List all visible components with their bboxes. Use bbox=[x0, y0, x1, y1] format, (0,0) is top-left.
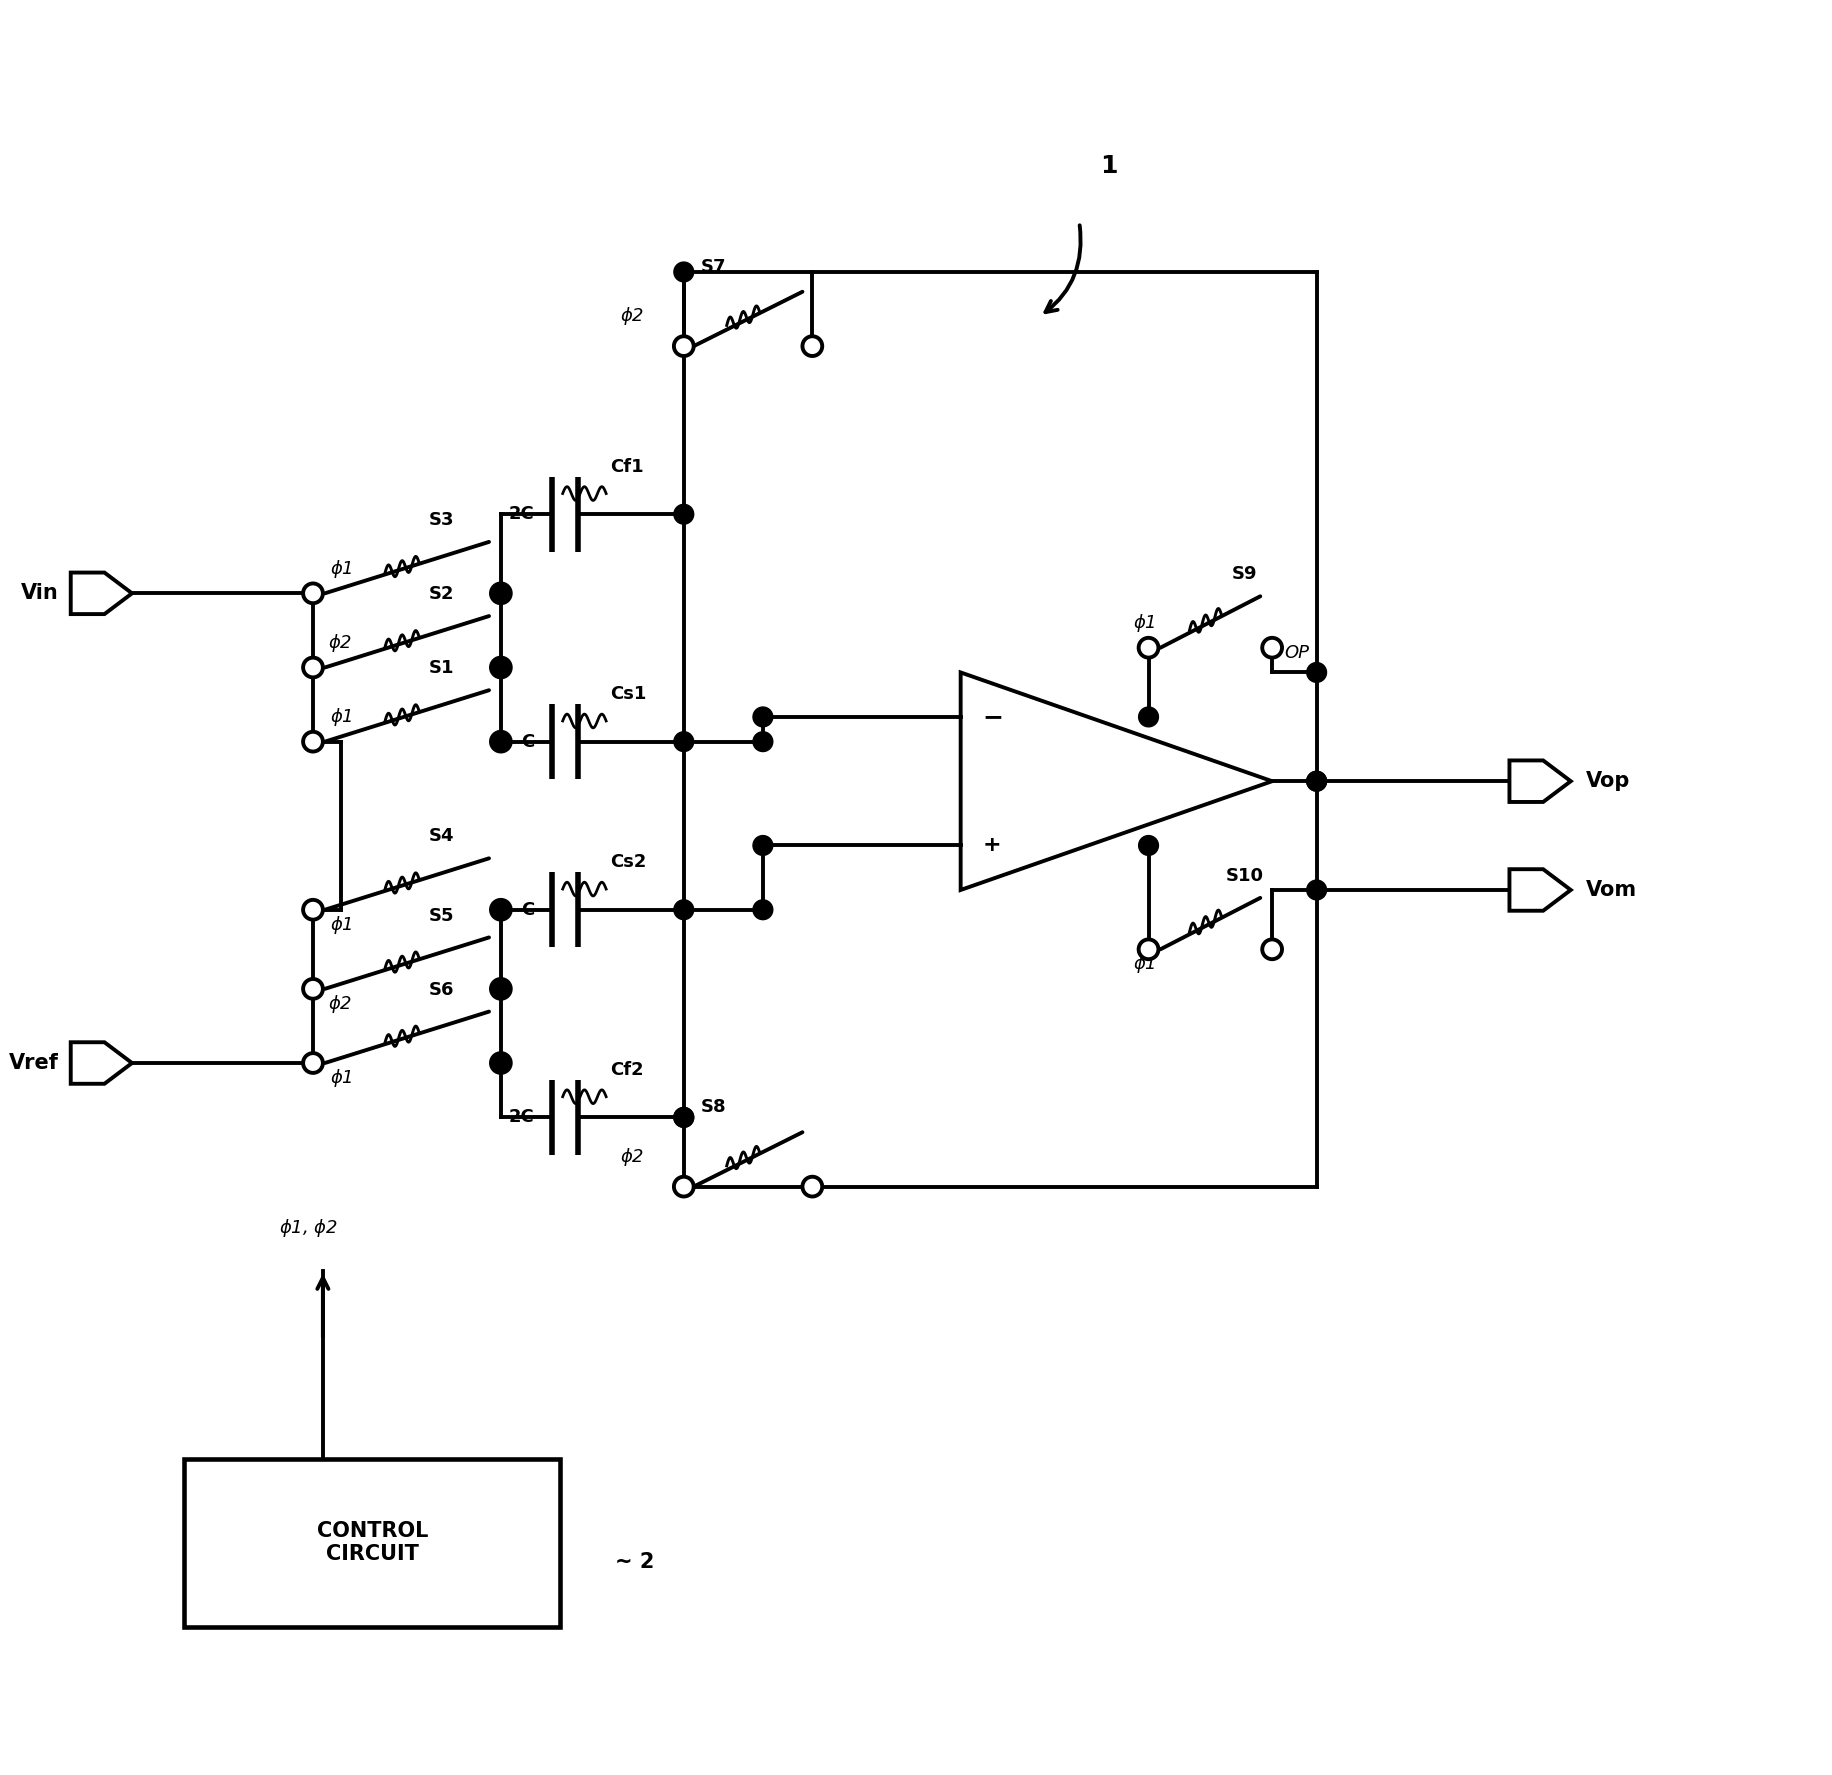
Text: $\phi$2: $\phi$2 bbox=[619, 305, 643, 327]
Text: $\phi$1: $\phi$1 bbox=[330, 706, 352, 728]
Circle shape bbox=[491, 584, 511, 604]
Circle shape bbox=[302, 1053, 322, 1072]
Text: −: − bbox=[982, 705, 1002, 730]
Text: S3: S3 bbox=[429, 511, 454, 529]
Text: C: C bbox=[520, 900, 535, 919]
Text: S10: S10 bbox=[1226, 866, 1264, 886]
Circle shape bbox=[1262, 939, 1281, 958]
Circle shape bbox=[1138, 706, 1158, 726]
Text: S8: S8 bbox=[700, 1099, 725, 1116]
Text: $\phi$1, $\phi$2: $\phi$1, $\phi$2 bbox=[278, 1218, 337, 1239]
Circle shape bbox=[674, 900, 692, 919]
Circle shape bbox=[1138, 637, 1158, 657]
Circle shape bbox=[1262, 637, 1281, 657]
Circle shape bbox=[802, 335, 823, 357]
Text: Cs1: Cs1 bbox=[610, 685, 647, 703]
Circle shape bbox=[491, 1053, 511, 1072]
Circle shape bbox=[491, 584, 511, 604]
Circle shape bbox=[491, 731, 511, 751]
Circle shape bbox=[1306, 772, 1326, 792]
Circle shape bbox=[1306, 772, 1326, 792]
Text: Cf1: Cf1 bbox=[610, 458, 643, 476]
Circle shape bbox=[491, 980, 511, 999]
Circle shape bbox=[491, 1053, 511, 1072]
Text: S2: S2 bbox=[429, 586, 454, 604]
Text: +: + bbox=[982, 836, 1000, 856]
Circle shape bbox=[674, 1108, 692, 1127]
Text: S9: S9 bbox=[1231, 566, 1257, 584]
Circle shape bbox=[674, 1177, 692, 1196]
Circle shape bbox=[302, 584, 322, 604]
Circle shape bbox=[491, 900, 511, 919]
Text: $\phi$1: $\phi$1 bbox=[1132, 953, 1156, 974]
Text: $\phi$1: $\phi$1 bbox=[330, 557, 352, 580]
Circle shape bbox=[674, 1177, 692, 1196]
Text: C: C bbox=[520, 733, 535, 751]
Text: 2C: 2C bbox=[509, 1108, 535, 1127]
Circle shape bbox=[302, 584, 322, 604]
Circle shape bbox=[491, 980, 511, 999]
Text: S5: S5 bbox=[429, 907, 454, 925]
Text: 2C: 2C bbox=[509, 506, 535, 524]
Text: Vref: Vref bbox=[9, 1053, 59, 1074]
Text: $\phi$2: $\phi$2 bbox=[328, 992, 352, 1015]
Circle shape bbox=[302, 731, 322, 751]
Text: ~ 2: ~ 2 bbox=[614, 1551, 654, 1573]
Circle shape bbox=[674, 731, 692, 751]
Circle shape bbox=[674, 263, 692, 282]
Circle shape bbox=[302, 980, 322, 999]
Circle shape bbox=[1306, 880, 1326, 900]
Text: Cf2: Cf2 bbox=[610, 1061, 643, 1079]
Circle shape bbox=[491, 731, 511, 751]
Circle shape bbox=[1138, 939, 1158, 958]
Circle shape bbox=[753, 836, 773, 856]
Text: $\phi$1: $\phi$1 bbox=[1132, 612, 1156, 634]
Circle shape bbox=[302, 900, 322, 919]
Circle shape bbox=[302, 1053, 322, 1072]
Text: $\phi$2: $\phi$2 bbox=[328, 632, 352, 653]
Text: S7: S7 bbox=[700, 257, 725, 275]
Circle shape bbox=[1138, 836, 1158, 856]
Circle shape bbox=[302, 584, 322, 604]
Circle shape bbox=[753, 731, 773, 751]
Circle shape bbox=[302, 1053, 322, 1072]
Circle shape bbox=[491, 657, 511, 678]
Circle shape bbox=[802, 1177, 823, 1196]
Circle shape bbox=[753, 900, 773, 919]
Text: Vom: Vom bbox=[1585, 880, 1636, 900]
Text: $\phi$1: $\phi$1 bbox=[330, 914, 352, 935]
Text: Vop: Vop bbox=[1585, 770, 1629, 792]
Text: S6: S6 bbox=[429, 982, 454, 999]
Circle shape bbox=[491, 900, 511, 919]
Text: CONTROL
CIRCUIT: CONTROL CIRCUIT bbox=[317, 1521, 429, 1564]
Text: $\phi$1: $\phi$1 bbox=[330, 1067, 352, 1088]
Circle shape bbox=[674, 1108, 692, 1127]
Text: S1: S1 bbox=[429, 659, 454, 678]
Circle shape bbox=[302, 900, 322, 919]
Text: $\phi$2: $\phi$2 bbox=[619, 1147, 643, 1168]
Circle shape bbox=[753, 706, 773, 726]
Circle shape bbox=[302, 657, 322, 678]
Text: Vin: Vin bbox=[22, 584, 59, 604]
Circle shape bbox=[1306, 662, 1326, 682]
Circle shape bbox=[491, 657, 511, 678]
Text: S4: S4 bbox=[429, 827, 454, 845]
Text: 1: 1 bbox=[1099, 154, 1118, 178]
Circle shape bbox=[302, 657, 322, 678]
Text: OP: OP bbox=[1282, 644, 1308, 662]
Text: Cs2: Cs2 bbox=[610, 854, 647, 872]
FancyBboxPatch shape bbox=[185, 1459, 561, 1626]
Circle shape bbox=[674, 504, 692, 524]
Circle shape bbox=[674, 335, 692, 357]
